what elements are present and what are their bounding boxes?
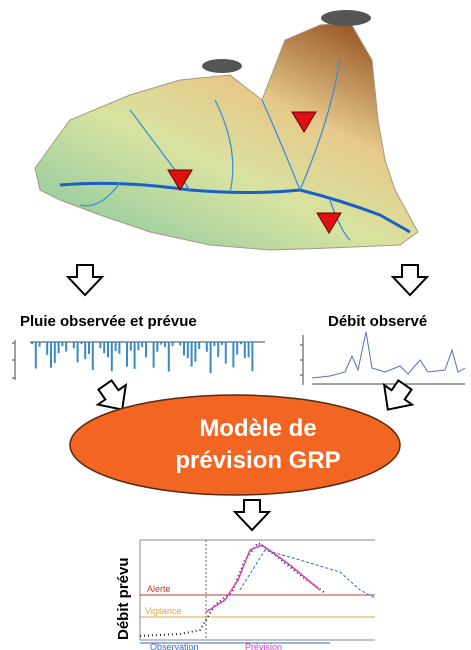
- period-label: Observation: [150, 642, 199, 650]
- input-label: Pluie observée et prévue: [20, 313, 197, 330]
- rainfall-sparkline: [12, 340, 265, 380]
- model-label: Modèle de: [199, 415, 316, 442]
- rain-bars: [31, 342, 254, 374]
- station-marker: [167, 169, 193, 191]
- period-label: Prévision: [245, 642, 282, 650]
- watershed-map: [34, 10, 419, 251]
- cloud: [202, 59, 242, 73]
- forecast-chart: Alerte Vigilance Observation Prévision D…: [115, 539, 376, 650]
- y-axis-label: Débit prévu: [115, 557, 132, 640]
- arrow: [234, 499, 270, 531]
- arrow: [392, 264, 428, 296]
- model-ellipse: [69, 394, 401, 496]
- discharge-sparkline: [300, 331, 466, 385]
- model-label: prévision GRP: [175, 447, 340, 474]
- input-label: Débit observé: [328, 313, 427, 330]
- arrow: [372, 374, 420, 421]
- cloud: [321, 10, 371, 26]
- threshold-label: Vigilance: [145, 606, 181, 616]
- station-marker: [291, 111, 317, 133]
- threshold-label: Alerte: [147, 584, 171, 594]
- station-marker: [316, 212, 342, 234]
- arrow: [67, 264, 103, 296]
